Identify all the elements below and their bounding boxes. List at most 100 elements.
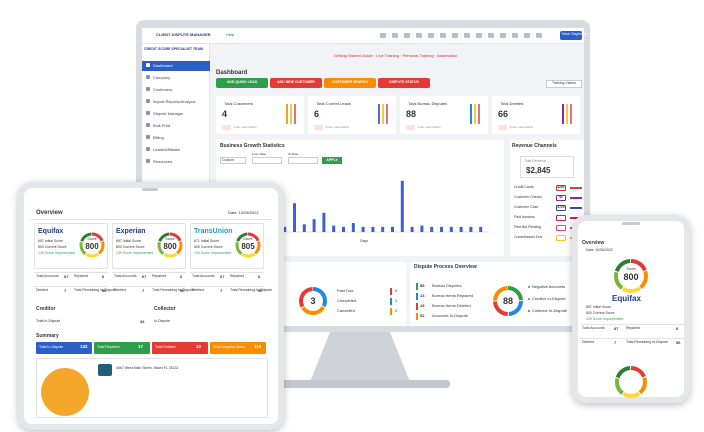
toolbar-icon[interactable]	[428, 33, 434, 38]
section-title: Overview	[582, 240, 605, 246]
button-label[interactable]: ADD QUICK LEAD	[226, 80, 258, 84]
toolbar-icon[interactable]	[512, 33, 518, 38]
bar	[283, 226, 287, 232]
stat-row	[190, 286, 264, 299]
stat-label: Total Accounts	[582, 326, 605, 330]
ring-segment	[79, 232, 105, 258]
menu-item[interactable]: Leads/Affiliates	[153, 147, 181, 152]
action-button[interactable]	[378, 78, 430, 88]
summary-tile	[94, 342, 150, 354]
training-label[interactable]: Training Videos	[552, 81, 577, 85]
action-button[interactable]	[216, 78, 268, 88]
card-spark	[294, 104, 296, 124]
user-badge	[560, 31, 582, 40]
ring-segment	[157, 232, 183, 258]
toolbar-icon[interactable]	[500, 33, 506, 38]
section-title: Overview	[36, 210, 63, 216]
axis-title: Days	[360, 239, 368, 243]
ring-segment	[299, 287, 327, 315]
card-spark	[382, 104, 384, 124]
ring-segment	[79, 232, 105, 258]
menu-item[interactable]: Billing	[153, 135, 164, 140]
ring	[614, 259, 648, 293]
channel-value-box	[556, 235, 566, 241]
action-button[interactable]	[270, 78, 322, 88]
toolbar-icon[interactable]	[380, 33, 386, 38]
channel-bar	[570, 207, 582, 209]
stat-value: 7	[220, 288, 223, 293]
card-spark	[478, 104, 480, 124]
divider	[30, 219, 272, 220]
menu-item[interactable]: Import Reports/Analysis	[153, 99, 196, 104]
channel-label: Customer Cash	[514, 205, 539, 209]
toolbar-icon[interactable]	[416, 33, 422, 38]
apply-label[interactable]: APPLY	[326, 158, 338, 162]
ring-segment	[79, 232, 105, 258]
button-label[interactable]: CUSTOMER SEARCH	[332, 80, 368, 84]
menu-icon	[146, 63, 150, 67]
menu-item[interactable]: Company	[153, 75, 171, 80]
menu-item[interactable]: Customers	[153, 87, 173, 92]
button-label[interactable]: ADD NEW CUSTOMER	[277, 80, 315, 84]
status-marker	[390, 308, 392, 315]
apply-button[interactable]	[322, 157, 342, 164]
toolbar-icon[interactable]	[488, 33, 494, 38]
channel-value-box	[556, 185, 566, 191]
menu-item[interactable]: Resources	[153, 159, 173, 164]
ring-segment	[235, 232, 261, 258]
toolbar-icon[interactable]	[524, 33, 530, 38]
phone-frame	[572, 215, 690, 403]
card-spark	[378, 104, 380, 124]
stat-row	[34, 286, 108, 299]
filter-select[interactable]	[220, 157, 246, 164]
score-line: 139 Score Improvement	[586, 317, 624, 321]
toolbar-icon[interactable]	[452, 33, 458, 38]
toolbar-icon[interactable]	[476, 33, 482, 38]
stand-base	[270, 380, 450, 388]
bar	[400, 180, 404, 232]
ring-segment	[157, 232, 183, 258]
toolbar-icon[interactable]	[464, 33, 470, 38]
dial-label: Score	[243, 237, 253, 241]
summary-label: Total Deleted	[155, 345, 176, 349]
bar	[381, 226, 385, 232]
training-select[interactable]	[546, 80, 582, 88]
menu-item[interactable]: Dashboard	[153, 63, 173, 68]
stat-value: 67	[64, 274, 69, 279]
card-spark	[470, 104, 472, 124]
toolbar-icon[interactable]	[392, 33, 398, 38]
date-input[interactable]	[252, 157, 282, 164]
menu-item[interactable]: Dispute Manager	[153, 111, 184, 116]
toolbar-icon[interactable]	[404, 33, 410, 38]
stat-value: 67	[142, 274, 147, 279]
button-label[interactable]: DISPUTE STATUS	[389, 80, 419, 84]
stat-label: Repaired	[230, 274, 245, 278]
stat-row	[112, 272, 186, 285]
status-marker	[390, 288, 392, 295]
toolbar-icon[interactable]	[440, 33, 446, 38]
filter-value[interactable]: Custom	[222, 158, 235, 162]
ring	[157, 232, 183, 258]
menu-icon	[146, 75, 150, 79]
help-links[interactable]: Getting Started Guide · Live Training · …	[334, 53, 458, 58]
section-title: Creditor	[36, 306, 56, 312]
stat-label: Total Remaining In-Dispute	[152, 288, 195, 292]
action-button[interactable]	[324, 78, 376, 88]
card-change: From Last Month	[326, 125, 349, 129]
stat-value: 67	[614, 326, 619, 331]
toolbar-icon[interactable]	[536, 33, 542, 38]
dispute-label: Accounts In-Dispute	[432, 313, 468, 318]
bar	[351, 223, 355, 232]
menu-icon	[146, 159, 150, 163]
dispute-label: Bureau Items Deleted	[432, 303, 471, 308]
date-input[interactable]	[288, 157, 318, 164]
menu-item[interactable]: Bulk Print	[153, 123, 171, 128]
help-link[interactable]: Help	[226, 32, 235, 37]
score-line: 800 Current Score	[116, 245, 145, 249]
dial-score: 800	[163, 242, 177, 251]
legend-dot	[528, 286, 530, 288]
ring-segment	[235, 232, 261, 258]
summary-value: 17	[138, 344, 144, 349]
summary-value: 10	[196, 344, 202, 349]
dispute-side-label: Collector In-Dispute	[532, 308, 568, 313]
